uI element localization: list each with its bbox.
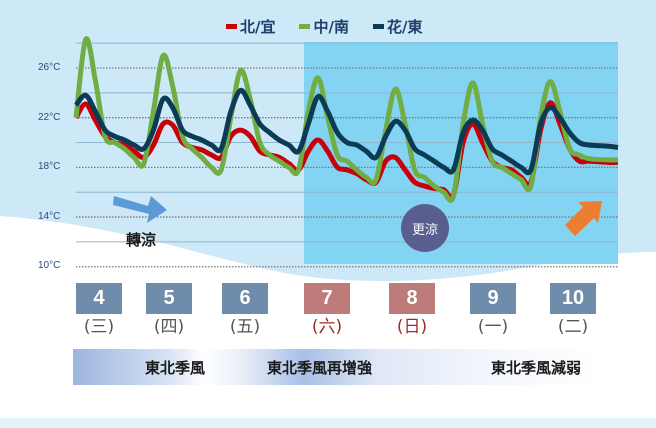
day-weekday: (日) (396, 317, 428, 337)
day-number: 6 (222, 283, 268, 314)
legend-item-central-south: 中/南 (299, 16, 349, 37)
y-tick-18: 18°C (38, 161, 61, 172)
day-9: 9 (一) (470, 283, 516, 340)
day-weekday: (四) (153, 317, 185, 337)
day-weekday: (六) (311, 317, 343, 337)
day-weekday: (三) (83, 317, 115, 337)
day-number: 9 (470, 283, 516, 314)
legend-item-east: 花/東 (372, 16, 423, 37)
day-6: 6 (五) (222, 283, 268, 340)
legend-label: 花/東 (386, 18, 423, 36)
legend-swatch-red (226, 24, 237, 29)
chart-legend: 北/宜 中/南 花/東 (226, 16, 422, 37)
day-4: 4 (三) (76, 283, 122, 340)
cooling-arrow-icon (113, 196, 167, 223)
monsoon-phase-2: 東北季風再增強 (267, 359, 373, 377)
cooling-label: 轉涼 (126, 231, 157, 249)
legend-swatch-navy (372, 24, 384, 29)
day-weekday: (五) (229, 317, 261, 337)
monsoon-phase-3: 東北季風減弱 (491, 359, 582, 377)
legend-label: 北/宜 (240, 18, 276, 36)
day-10: 10 (二) (550, 283, 596, 340)
y-tick-10: 10°C (38, 260, 61, 271)
day-number: 5 (146, 283, 192, 314)
legend-item-north: 北/宜 (226, 16, 275, 37)
day-weekday: (一) (477, 317, 509, 337)
y-tick-14: 14°C (38, 211, 61, 222)
colder-badge: 更涼 (401, 204, 449, 252)
series-line-2 (74, 87, 619, 176)
day-7: 7 (六) (304, 283, 350, 340)
day-weekday: (二) (557, 317, 589, 337)
day-8: 8 (日) (389, 283, 435, 340)
y-tick-26: 26°C (38, 62, 61, 73)
day-number: 10 (550, 283, 596, 314)
y-tick-22: 22°C (38, 112, 61, 123)
legend-swatch-green (299, 24, 311, 29)
warming-arrow-icon (565, 201, 602, 236)
day-number: 7 (304, 283, 350, 314)
temperature-lines (73, 36, 619, 203)
monsoon-band (73, 349, 598, 385)
day-number: 8 (389, 283, 435, 314)
day-number: 4 (76, 283, 122, 314)
monsoon-phase-1: 東北季風 (145, 359, 206, 377)
day-5: 5 (四) (146, 283, 192, 340)
legend-label: 中/南 (313, 18, 349, 36)
series-line-1 (73, 36, 619, 203)
